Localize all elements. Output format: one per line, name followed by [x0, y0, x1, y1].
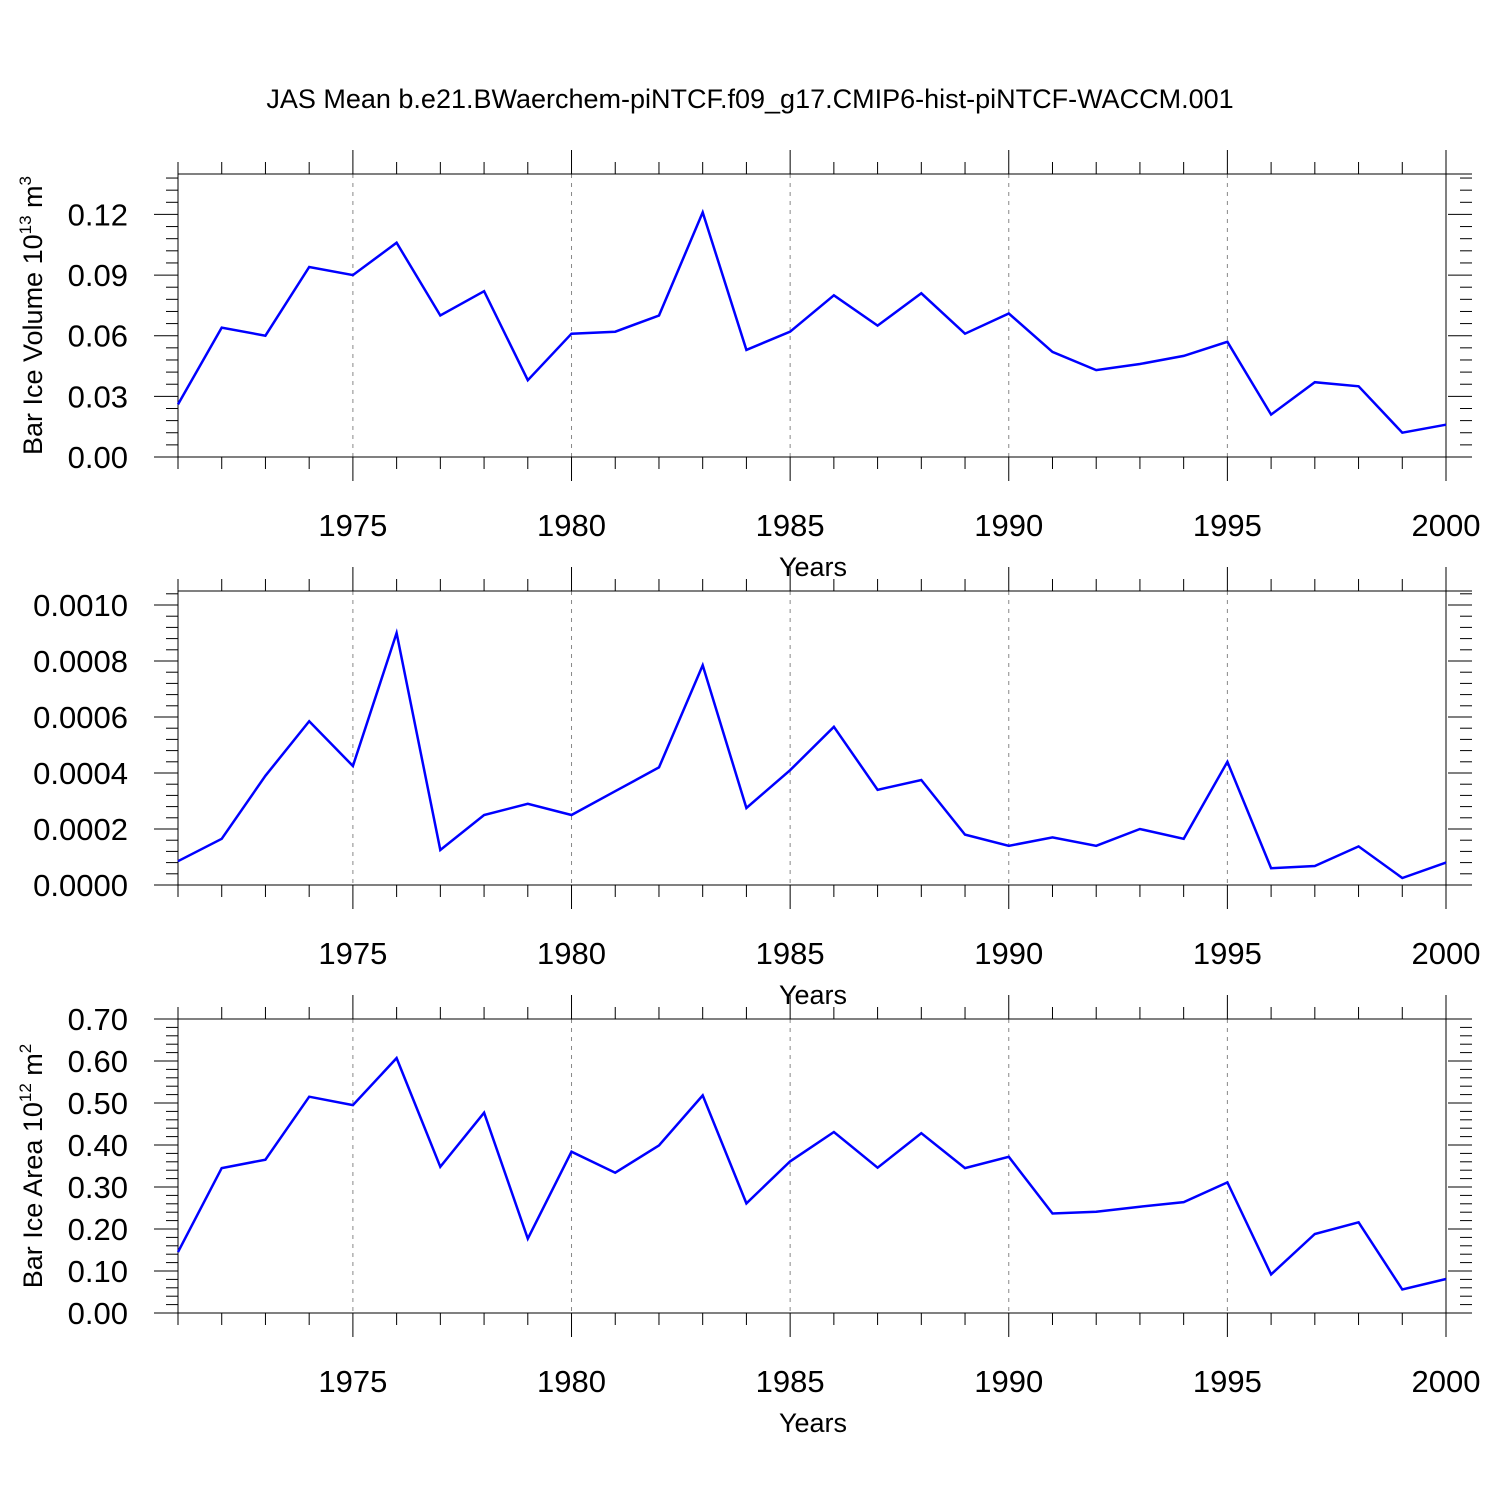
y-tick-label: 0.40 — [68, 1128, 128, 1163]
x-tick-label: 2000 — [1412, 1364, 1481, 1399]
y-tick-label: 0.03 — [68, 379, 128, 414]
y-tick-label: 0.0010 — [33, 588, 128, 623]
y-axis-label: Bar Ice Area 1012 m2 — [16, 1044, 48, 1289]
y-axis-label: Bar Snow Volume 1013 m3 — [0, 593, 20, 904]
x-tick-label: 1990 — [974, 508, 1043, 543]
x-tick-label: 1980 — [537, 508, 606, 543]
x-tick-label: 1980 — [537, 936, 606, 971]
x-tick-label: 1975 — [318, 1364, 387, 1399]
y-tick-label: 0.0008 — [33, 644, 128, 679]
x-axis-label: Years — [779, 1408, 847, 1438]
y-tick-label: 0.10 — [68, 1254, 128, 1289]
panel-2: 1975 1980 1985 1990 1995 2000 0.0000 0.0002 0.00… — [0, 567, 1481, 1010]
y-tick-label: 0.0004 — [33, 756, 128, 791]
series-line — [176, 1055, 1447, 1291]
x-tick-label: 1995 — [1193, 936, 1262, 971]
x-axis-label: Years — [779, 552, 847, 582]
y-tick-label: 0.70 — [68, 1002, 128, 1037]
y-tick-label: 0.06 — [68, 319, 128, 354]
y-tick-label: 0.00 — [68, 1296, 128, 1331]
y-tick-label: 0.60 — [68, 1044, 128, 1079]
x-tick-label: 1980 — [537, 1364, 606, 1399]
x-axis-label: Years — [779, 980, 847, 1010]
y-tick-label: 0.09 — [68, 258, 128, 293]
y-tick-label: 0.20 — [68, 1212, 128, 1247]
y-tick-label: 0.0006 — [33, 700, 128, 735]
x-tick-label: 1995 — [1193, 1364, 1262, 1399]
x-tick-label: 1995 — [1193, 508, 1262, 543]
x-tick-label: 1990 — [974, 936, 1043, 971]
x-tick-label: 1990 — [974, 1364, 1043, 1399]
x-tick-label: 1985 — [756, 508, 825, 543]
y-tick-label: 0.0002 — [33, 812, 128, 847]
x-tick-label: 2000 — [1412, 508, 1481, 543]
panel-1: 1975 1980 1985 1990 1995 2000 0.00 0.03 0.06 0.09… — [16, 150, 1480, 582]
series-line — [177, 628, 1447, 880]
x-tick-label: 2000 — [1412, 936, 1481, 971]
panel-3: 1975 1980 1985 1990 1995 2000 0.00 0.10 0.20 0.30… — [16, 995, 1480, 1438]
x-tick-label: 1985 — [756, 1364, 825, 1399]
y-tick-label: 0.30 — [68, 1170, 128, 1205]
x-tick-label: 1975 — [318, 936, 387, 971]
y-tick-label: 0.12 — [68, 197, 128, 232]
x-tick-label: 1985 — [756, 936, 825, 971]
y-tick-label: 0.0000 — [33, 868, 128, 903]
y-tick-label: 0.50 — [68, 1086, 128, 1121]
y-axis-label: Bar Ice Volume 1013 m3 — [16, 176, 48, 455]
x-tick-label: 1975 — [318, 508, 387, 543]
page-title: JAS Mean b.e21.BWaerchem-piNTCF.f09_g17.… — [266, 84, 1234, 114]
y-tick-label: 0.00 — [68, 440, 128, 475]
series-line — [176, 208, 1447, 435]
